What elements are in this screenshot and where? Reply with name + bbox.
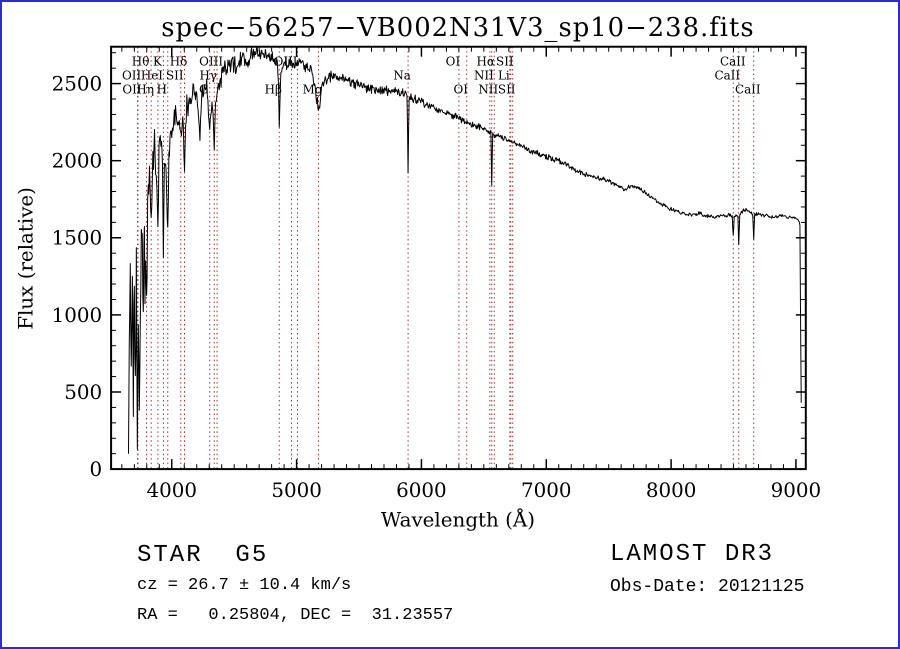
spectral-line-label: H: [157, 82, 167, 96]
spectral-labels-group: OIIOIIHθHηHeIKHSIIHδGHγOIIIHβOIIIMgNaOIO…: [122, 55, 761, 97]
spectral-line-label: OI: [454, 82, 469, 96]
cz-text: cz = 26.7 ± 10.4 km/s: [137, 576, 352, 595]
spectral-line-label: SII: [166, 69, 184, 83]
spectral-line-label: OII: [122, 82, 141, 96]
spectral-line-label: Mg: [303, 82, 323, 96]
spectrum-group: [127, 46, 802, 454]
x-tick-label: 4000: [146, 479, 197, 502]
spectral-line-label: SII: [498, 82, 516, 96]
spectral-line-label: OII: [122, 69, 141, 83]
x-axis-label: Wavelength (Å): [381, 507, 535, 532]
spectral-line-label: OI: [446, 55, 461, 69]
x-tick-label: 8000: [646, 479, 697, 502]
survey-text: LAMOST DR3: [610, 541, 775, 568]
radec-text: RA = 0.25804, DEC = 31.23557: [137, 606, 454, 625]
spectral-line-label: Hθ: [132, 55, 150, 69]
axes-group: [110, 45, 807, 471]
spectrum-path: [127, 46, 802, 454]
spectral-line-label: SII: [496, 55, 514, 69]
spectral-line-label: Hβ: [265, 82, 282, 96]
spectral-lines-group: [137, 46, 755, 470]
spectral-line-label: K: [153, 55, 163, 69]
spectral-line-label: OIII: [274, 55, 298, 69]
chart-title: spec−56257−VB002N31V3_sp10−238.fits: [161, 13, 754, 43]
spectral-line-label: Hα: [477, 55, 495, 69]
spectral-line-label: CaII: [720, 55, 746, 69]
spectral-line-label: Li: [498, 69, 510, 83]
spectral-line-label: OIII: [199, 55, 223, 69]
spectral-line-label: NII: [474, 69, 494, 83]
classification-text: STAR G5: [137, 542, 269, 569]
y-tick-label: 0: [90, 458, 103, 481]
y-tick-label: 1000: [52, 304, 103, 327]
obsdate-text: Obs-Date: 20121125: [610, 577, 805, 597]
y-tick-label: 500: [64, 381, 102, 404]
x-tick-label: 7000: [521, 479, 572, 502]
tick-labels-group: 4000 5000 6000 7000 8000 9000 0 500 1000 1500 2000…: [52, 73, 822, 502]
spectral-line-label: CaII: [714, 69, 740, 83]
spectral-line-label: NII: [478, 82, 498, 96]
spectral-line-label: Hη: [136, 82, 154, 96]
y-axis-label: Flux (relative): [15, 187, 38, 330]
y-tick-label: 2000: [52, 150, 103, 173]
x-tick-label: 6000: [396, 479, 447, 502]
spectral-line-label: Na: [393, 69, 411, 83]
x-tick-label: 9000: [771, 479, 822, 502]
spectral-line-label: HeI: [141, 69, 163, 83]
x-tick-label: 5000: [271, 479, 322, 502]
spectral-line-label: Hγ: [200, 69, 218, 83]
spectral-line-label: Hδ: [170, 55, 188, 69]
y-tick-label: 2500: [52, 73, 103, 96]
y-tick-label: 1500: [52, 227, 103, 250]
spectral-line-label: G: [199, 82, 209, 96]
spectral-line-label: CaII: [735, 82, 761, 96]
